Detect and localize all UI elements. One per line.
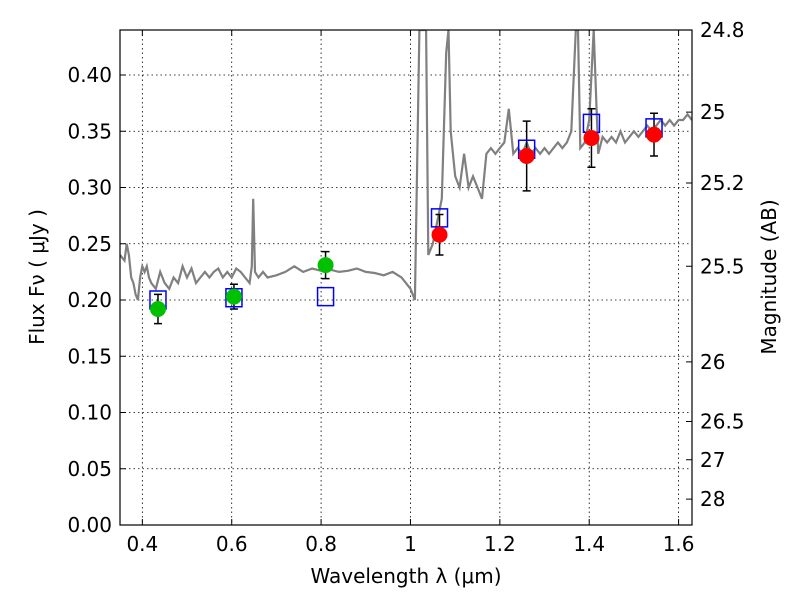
x-tick-label: 0.4: [126, 532, 158, 556]
x-tick-label: 1.2: [484, 532, 516, 556]
data-point-marker: [646, 126, 663, 143]
x-tick-label: 0.6: [216, 532, 248, 556]
mag-tick-label: 25: [700, 100, 725, 124]
data-point-marker: [149, 301, 166, 317]
data-point-marker: [518, 148, 535, 164]
mag-tick-label: 26: [700, 350, 725, 374]
data-point-marker: [431, 226, 448, 243]
spectrum-line: [120, 30, 692, 301]
data-point-marker: [317, 257, 334, 274]
x-tick-label: 0.8: [305, 532, 337, 556]
mag-tick-label: 28: [700, 487, 725, 511]
y-tick-label: 0.15: [67, 344, 112, 368]
model-square-marker: [316, 286, 335, 307]
mag-tick-label: 24.8: [700, 18, 745, 42]
mag-tick-label: 27: [700, 448, 725, 472]
data-point-marker: [583, 130, 600, 146]
y-tick-label: 0.00: [67, 513, 112, 537]
y-axis-label: Flux Fν ( μJy ): [25, 209, 49, 345]
grid-lines: [120, 30, 692, 526]
y-tick-label: 0.05: [67, 457, 112, 481]
data-point-marker: [225, 288, 242, 305]
x-axis-label: Wavelength λ (μm): [310, 564, 501, 588]
mag-tick-label: 26.5: [700, 410, 745, 434]
x-tick-label: 1.6: [663, 532, 695, 556]
y-tick-label: 0.25: [67, 232, 112, 256]
mag-tick-label: 25.5: [700, 254, 745, 278]
y-tick-label: 0.30: [67, 176, 112, 200]
y-tick-label: 0.20: [67, 288, 112, 312]
plot-frame: [119, 29, 693, 526]
x-tick-label: 1: [404, 532, 417, 556]
axes: 0.4 0.6 0.8 1 1.2 1.4 1.6 0.00 0.05 0.10 0.15 0.20 0…: [67, 18, 744, 556]
y-tick-label: 0.35: [67, 119, 112, 143]
y-tick-label: 0.10: [67, 401, 112, 425]
y-tick-label: 0.40: [67, 63, 112, 87]
right-axis-label: Magnitude (AB): [757, 199, 781, 354]
plot-area: [120, 30, 692, 325]
mag-tick-label: 25.2: [700, 171, 745, 195]
x-tick-label: 1.4: [573, 532, 605, 556]
